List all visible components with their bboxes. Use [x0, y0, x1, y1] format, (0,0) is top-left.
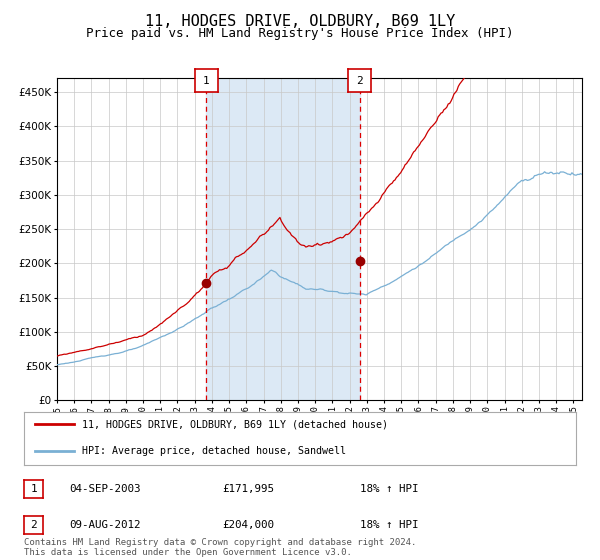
Bar [206, 78, 359, 400]
Text: Price paid vs. HM Land Registry's House Price Index (HPI): Price paid vs. HM Land Registry's House … [86, 27, 514, 40]
Text: 2: 2 [30, 520, 37, 530]
Text: 1: 1 [203, 76, 209, 86]
Text: 11, HODGES DRIVE, OLDBURY, B69 1LY (detached house): 11, HODGES DRIVE, OLDBURY, B69 1LY (deta… [82, 419, 388, 430]
Text: Contains HM Land Registry data © Crown copyright and database right 2024.
This d: Contains HM Land Registry data © Crown c… [24, 538, 416, 557]
Text: 1: 1 [30, 484, 37, 493]
Text: 18% ↑ HPI: 18% ↑ HPI [360, 484, 419, 493]
Text: £171,995: £171,995 [222, 484, 274, 493]
Text: 09-AUG-2012: 09-AUG-2012 [69, 520, 140, 530]
Text: HPI: Average price, detached house, Sandwell: HPI: Average price, detached house, Sand… [82, 446, 346, 456]
Text: 04-SEP-2003: 04-SEP-2003 [69, 484, 140, 493]
Text: 18% ↑ HPI: 18% ↑ HPI [360, 520, 419, 530]
Text: 11, HODGES DRIVE, OLDBURY, B69 1LY: 11, HODGES DRIVE, OLDBURY, B69 1LY [145, 14, 455, 29]
Text: £204,000: £204,000 [222, 520, 274, 530]
Text: 2: 2 [356, 76, 363, 86]
